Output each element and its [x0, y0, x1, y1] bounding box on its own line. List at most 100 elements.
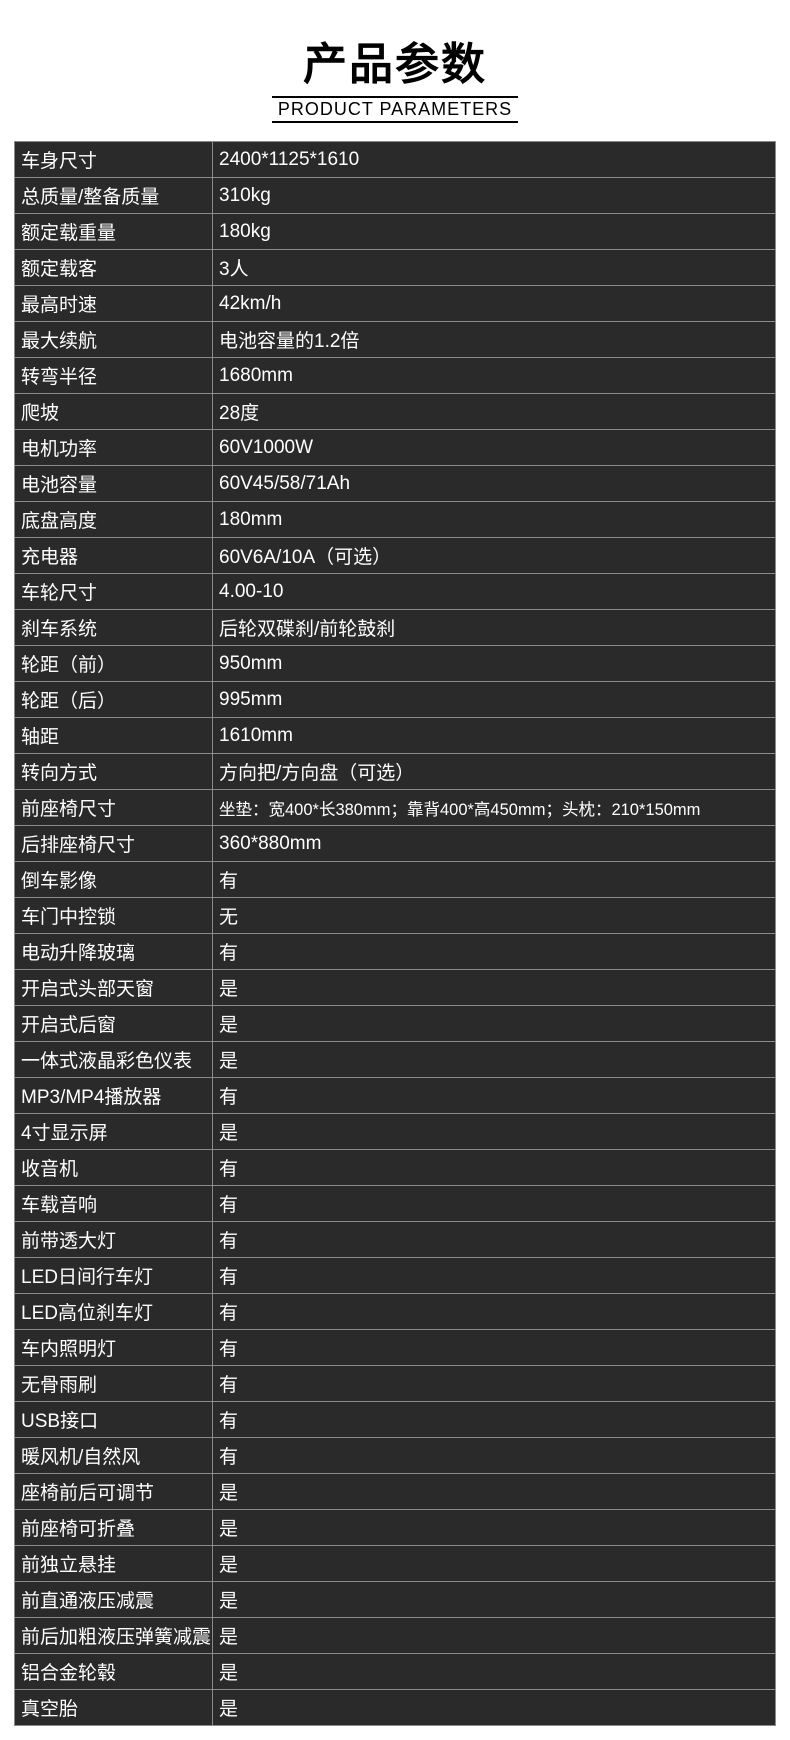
param-label: 轴距	[15, 718, 213, 754]
table-row: 转弯半径1680mm	[15, 358, 776, 394]
param-label: 额定载重量	[15, 214, 213, 250]
param-label: 无骨雨刷	[15, 1366, 213, 1402]
param-label: 前后加粗液压弹簧减震	[15, 1618, 213, 1654]
param-label: 前座椅尺寸	[15, 790, 213, 826]
param-value: 是	[213, 1618, 776, 1654]
table-row: 倒车影像有	[15, 862, 776, 898]
param-value: 180mm	[213, 502, 776, 538]
param-value: 有	[213, 1294, 776, 1330]
param-value: 60V1000W	[213, 430, 776, 466]
param-value: 是	[213, 1510, 776, 1546]
param-label: 电池容量	[15, 466, 213, 502]
param-value: 是	[213, 1042, 776, 1078]
table-row: 底盘高度180mm	[15, 502, 776, 538]
table-row: 最大续航电池容量的1.2倍	[15, 322, 776, 358]
param-value: 有	[213, 1402, 776, 1438]
param-value: 电池容量的1.2倍	[213, 322, 776, 358]
param-label: 前独立悬挂	[15, 1546, 213, 1582]
table-row: 前带透大灯有	[15, 1222, 776, 1258]
param-value: 有	[213, 1330, 776, 1366]
table-row: 前后加粗液压弹簧减震是	[15, 1618, 776, 1654]
param-value: 有	[213, 1366, 776, 1402]
param-label: 轮距（前）	[15, 646, 213, 682]
param-label: 前带透大灯	[15, 1222, 213, 1258]
param-label: 最高时速	[15, 286, 213, 322]
table-row: 无骨雨刷有	[15, 1366, 776, 1402]
param-value: 无	[213, 898, 776, 934]
title-en: PRODUCT PARAMETERS	[272, 96, 518, 123]
param-value: 42km/h	[213, 286, 776, 322]
table-row: 前座椅可折叠是	[15, 1510, 776, 1546]
param-value: 坐垫：宽400*长380mm；靠背400*高450mm；头枕：210*150mm	[213, 790, 776, 826]
param-label: 开启式头部天窗	[15, 970, 213, 1006]
param-value: 有	[213, 1222, 776, 1258]
table-row: 额定载客3人	[15, 250, 776, 286]
param-value: 是	[213, 1006, 776, 1042]
param-label: 轮距（后）	[15, 682, 213, 718]
param-value: 后轮双碟刹/前轮鼓刹	[213, 610, 776, 646]
table-row: 总质量/整备质量310kg	[15, 178, 776, 214]
table-row: 前直通液压减震是	[15, 1582, 776, 1618]
param-value: 是	[213, 1654, 776, 1690]
param-value: 60V6A/10A（可选）	[213, 538, 776, 574]
table-row: 车载音响有	[15, 1186, 776, 1222]
param-value: 950mm	[213, 646, 776, 682]
param-label: 真空胎	[15, 1690, 213, 1726]
table-row: 车身尺寸2400*1125*1610	[15, 142, 776, 178]
param-label: LED日间行车灯	[15, 1258, 213, 1294]
table-row: 车内照明灯有	[15, 1330, 776, 1366]
title-cn: 产品参数	[0, 28, 790, 92]
param-value: 有	[213, 1258, 776, 1294]
param-value: 4.00-10	[213, 574, 776, 610]
table-row: 车门中控锁无	[15, 898, 776, 934]
table-row: USB接口有	[15, 1402, 776, 1438]
table-row: 开启式头部天窗是	[15, 970, 776, 1006]
param-value: 是	[213, 970, 776, 1006]
table-row: 转向方式方向把/方向盘（可选）	[15, 754, 776, 790]
param-label: 座椅前后可调节	[15, 1474, 213, 1510]
table-row: 后排座椅尺寸360*880mm	[15, 826, 776, 862]
param-label: 后排座椅尺寸	[15, 826, 213, 862]
param-label: 收音机	[15, 1150, 213, 1186]
param-value: 1610mm	[213, 718, 776, 754]
table-row: 最高时速42km/h	[15, 286, 776, 322]
table-row: MP3/MP4播放器有	[15, 1078, 776, 1114]
param-value: 有	[213, 862, 776, 898]
param-label: USB接口	[15, 1402, 213, 1438]
param-value: 是	[213, 1474, 776, 1510]
table-row: 一体式液晶彩色仪表是	[15, 1042, 776, 1078]
param-value: 有	[213, 1186, 776, 1222]
table-row: LED日间行车灯有	[15, 1258, 776, 1294]
table-row: 真空胎是	[15, 1690, 776, 1726]
table-row: 座椅前后可调节是	[15, 1474, 776, 1510]
param-label: 车轮尺寸	[15, 574, 213, 610]
param-value: 是	[213, 1582, 776, 1618]
table-row: 爬坡28度	[15, 394, 776, 430]
param-label: 转向方式	[15, 754, 213, 790]
param-label: 额定载客	[15, 250, 213, 286]
table-row: 额定载重量180kg	[15, 214, 776, 250]
header: 产品参数 PRODUCT PARAMETERS	[0, 0, 790, 141]
param-label: 最大续航	[15, 322, 213, 358]
param-label: 车载音响	[15, 1186, 213, 1222]
param-value: 是	[213, 1114, 776, 1150]
table-row: 轮距（前）950mm	[15, 646, 776, 682]
table-row: 收音机有	[15, 1150, 776, 1186]
param-value: 180kg	[213, 214, 776, 250]
param-value: 有	[213, 1438, 776, 1474]
param-label: 刹车系统	[15, 610, 213, 646]
param-label: 转弯半径	[15, 358, 213, 394]
table-row: 4寸显示屏是	[15, 1114, 776, 1150]
param-value: 995mm	[213, 682, 776, 718]
table-row: 充电器60V6A/10A（可选）	[15, 538, 776, 574]
table-row: 前独立悬挂是	[15, 1546, 776, 1582]
param-value: 3人	[213, 250, 776, 286]
param-value: 2400*1125*1610	[213, 142, 776, 178]
params-table-wrap: 车身尺寸2400*1125*1610总质量/整备质量310kg额定载重量180k…	[0, 141, 790, 1740]
param-value: 1680mm	[213, 358, 776, 394]
param-value: 方向把/方向盘（可选）	[213, 754, 776, 790]
param-value: 是	[213, 1690, 776, 1726]
table-row: 暖风机/自然风有	[15, 1438, 776, 1474]
param-label: 车门中控锁	[15, 898, 213, 934]
param-label: 一体式液晶彩色仪表	[15, 1042, 213, 1078]
